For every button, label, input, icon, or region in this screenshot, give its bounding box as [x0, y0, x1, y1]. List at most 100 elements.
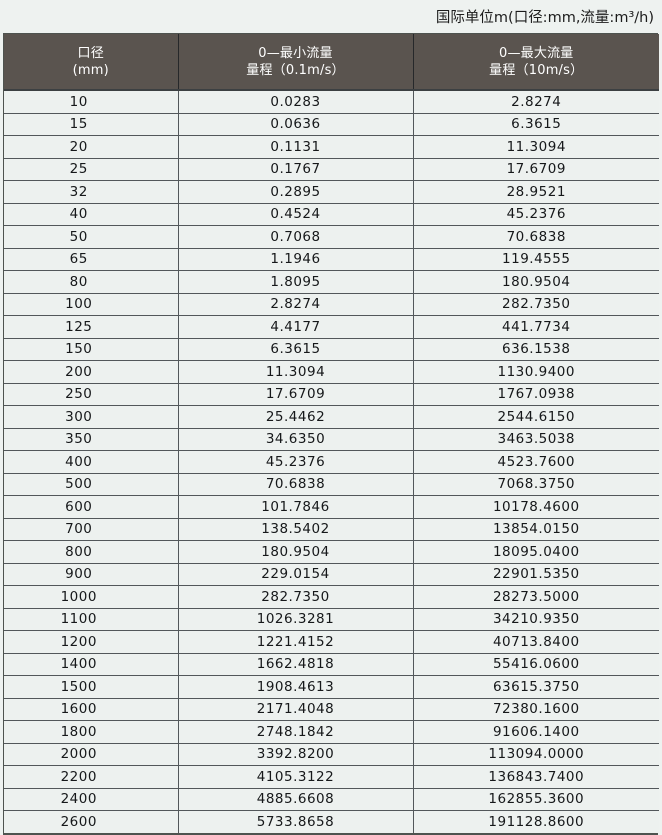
cell-min-flow: 4885.6608	[178, 787, 414, 811]
cell-size: 400	[4, 450, 179, 473]
cell-max-flow: 636.1538	[413, 337, 659, 361]
cell-size: 2000	[4, 742, 179, 766]
cell-size: 700	[4, 517, 179, 541]
cell-max-flow: 45.2376	[413, 202, 659, 226]
cell-size: 350	[4, 427, 179, 451]
cell-max-flow: 10178.4600	[413, 495, 659, 518]
page-title: 国际单位m(口径:mm,流量:m³/h)	[435, 10, 654, 26]
table-row: 2400 4885.6608 162855.3600	[4, 787, 659, 811]
cell-size: 1200	[4, 630, 179, 653]
table-row: 15 0.0636 6.3615	[4, 112, 659, 136]
cell-max-flow: 7068.3750	[413, 472, 659, 496]
table-row: 125 4.4177 441.7734	[4, 315, 659, 338]
cell-size: 1100	[4, 607, 179, 631]
flow-range-table: 口径 (mm) 0—最小流量 量程（0.1m/s） 0—最大流量 量程（10m/…	[4, 34, 659, 833]
cell-max-flow: 3463.5038	[413, 427, 659, 451]
cell-max-flow: 55416.0600	[413, 652, 659, 676]
cell-max-flow: 34210.9350	[413, 607, 659, 631]
table-row: 10 0.0283 2.8274	[4, 89, 659, 113]
table-header-row: 口径 (mm) 0—最小流量 量程（0.1m/s） 0—最大流量 量程（10m/…	[4, 34, 659, 90]
table-header: 口径 (mm) 0—最小流量 量程（0.1m/s） 0—最大流量 量程（10m/…	[4, 34, 659, 90]
table-row: 40 0.4524 45.2376	[4, 202, 659, 226]
table-row: 600 101.7846 10178.4600	[4, 495, 659, 518]
cell-max-flow: 13854.0150	[413, 517, 659, 541]
table-row: 250 17.6709 1767.0938	[4, 382, 659, 406]
cell-min-flow: 282.7350	[178, 585, 414, 608]
table-row: 300 25.4462 2544.6150	[4, 405, 659, 428]
cell-max-flow: 18095.0400	[413, 540, 659, 563]
cell-size: 32	[4, 180, 179, 203]
column-header-min-flow-line2: 量程（0.1m/s）	[246, 62, 345, 78]
cell-min-flow: 229.0154	[178, 562, 414, 586]
cell-max-flow: 282.7350	[413, 292, 659, 316]
table-row: 800 180.9504 18095.0400	[4, 540, 659, 563]
column-header-size-line2: (mm)	[72, 62, 109, 78]
cell-max-flow: 6.3615	[413, 112, 659, 136]
cell-min-flow: 70.6838	[178, 472, 414, 496]
column-header-min-flow-line1: 0—最小流量	[258, 45, 333, 61]
cell-size: 50	[4, 225, 179, 248]
cell-size: 100	[4, 292, 179, 316]
cell-size: 80	[4, 270, 179, 293]
cell-min-flow: 0.0283	[178, 89, 414, 113]
cell-min-flow: 6.3615	[178, 337, 414, 361]
cell-max-flow: 191128.8600	[413, 810, 659, 833]
cell-min-flow: 34.6350	[178, 427, 414, 451]
cell-max-flow: 72380.1600	[413, 697, 659, 721]
cell-size: 65	[4, 247, 179, 271]
cell-min-flow: 1662.4818	[178, 652, 414, 676]
cell-size: 25	[4, 157, 179, 181]
cell-size: 2200	[4, 765, 179, 788]
cell-max-flow: 180.9504	[413, 270, 659, 293]
cell-size: 1600	[4, 697, 179, 721]
column-header-size: 口径 (mm)	[4, 34, 179, 90]
cell-max-flow: 22901.5350	[413, 562, 659, 586]
cell-max-flow: 4523.7600	[413, 450, 659, 473]
table-row: 20 0.1131 11.3094	[4, 135, 659, 158]
cell-min-flow: 11.3094	[178, 360, 414, 383]
cell-min-flow: 0.1131	[178, 135, 414, 158]
cell-min-flow: 1.1946	[178, 247, 414, 271]
table-row: 150 6.3615 636.1538	[4, 337, 659, 361]
cell-max-flow: 113094.0000	[413, 742, 659, 766]
cell-max-flow: 1130.9400	[413, 360, 659, 383]
cell-min-flow: 1026.3281	[178, 607, 414, 631]
cell-size: 500	[4, 472, 179, 496]
cell-min-flow: 0.2895	[178, 180, 414, 203]
cell-min-flow: 17.6709	[178, 382, 414, 406]
cell-min-flow: 5733.8658	[178, 810, 414, 833]
cell-size: 800	[4, 540, 179, 563]
column-header-max-flow: 0—最大流量 量程（10m/s）	[413, 34, 659, 90]
cell-max-flow: 1767.0938	[413, 382, 659, 406]
cell-min-flow: 2171.4048	[178, 697, 414, 721]
table-row: 2200 4105.3122 136843.7400	[4, 765, 659, 788]
cell-max-flow: 91606.1400	[413, 720, 659, 743]
table-row: 1400 1662.4818 55416.0600	[4, 652, 659, 676]
table-row: 100 2.8274 282.7350	[4, 292, 659, 316]
cell-max-flow: 63615.3750	[413, 675, 659, 698]
cell-min-flow: 0.1767	[178, 157, 414, 181]
cell-min-flow: 1908.4613	[178, 675, 414, 698]
cell-size: 40	[4, 202, 179, 226]
cell-min-flow: 25.4462	[178, 405, 414, 428]
document-title-row: 国际单位m(口径:mm,流量:m³/h)	[0, 0, 662, 33]
cell-min-flow: 101.7846	[178, 495, 414, 518]
table-row: 1000 282.7350 28273.5000	[4, 585, 659, 608]
table-row: 32 0.2895 28.9521	[4, 180, 659, 203]
cell-min-flow: 4105.3122	[178, 765, 414, 788]
table-row: 25 0.1767 17.6709	[4, 157, 659, 181]
cell-size: 1800	[4, 720, 179, 743]
cell-size: 150	[4, 337, 179, 361]
table-row: 500 70.6838 7068.3750	[4, 472, 659, 496]
cell-min-flow: 45.2376	[178, 450, 414, 473]
table-row: 350 34.6350 3463.5038	[4, 427, 659, 451]
cell-size: 2600	[4, 810, 179, 833]
table-row: 65 1.1946 119.4555	[4, 247, 659, 271]
cell-size: 125	[4, 315, 179, 338]
column-header-min-flow: 0—最小流量 量程（0.1m/s）	[178, 34, 414, 90]
cell-size: 2400	[4, 787, 179, 811]
table-row: 1100 1026.3281 34210.9350	[4, 607, 659, 631]
table-row: 900 229.0154 22901.5350	[4, 562, 659, 586]
cell-size: 10	[4, 89, 179, 113]
